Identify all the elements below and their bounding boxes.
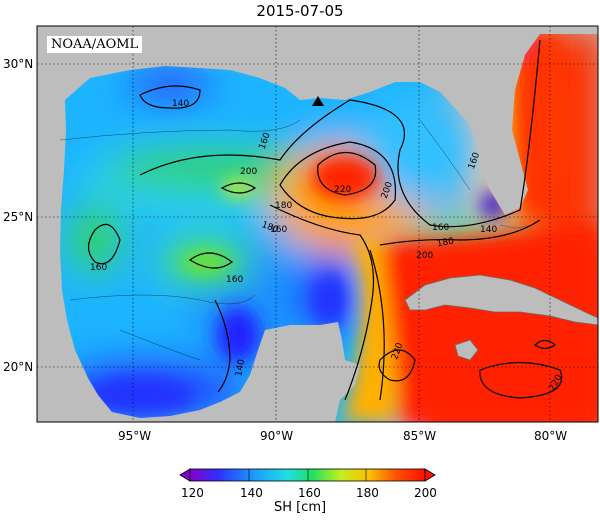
lon-label-80w: 80°W (534, 429, 567, 443)
land-island (454, 339, 479, 361)
graticule (37, 26, 598, 422)
contour-label: 140 (172, 99, 189, 109)
land-cuba (404, 274, 598, 326)
contour-label: 160 (432, 223, 449, 233)
colorbar-tick: 120 (181, 486, 204, 500)
lat-label-20n: 20°N (3, 360, 33, 374)
colorbar-title: SH [cm] (273, 500, 327, 515)
thin-contour-lines (59, 119, 471, 361)
lon-label-85w: 85°W (403, 429, 436, 443)
contour-label: 200 (416, 251, 433, 261)
colorbar-tick: 200 (414, 486, 437, 500)
colorbar-right-arrow (424, 468, 436, 482)
contour-label: 160 (270, 225, 287, 235)
lat-label-25n: 25°N (3, 210, 33, 224)
contour-lines (87, 39, 563, 401)
contour-label: 200 (240, 167, 257, 177)
lon-label-90w: 90°W (260, 429, 293, 443)
colorbar-tick: 140 (240, 486, 263, 500)
buoy-marker (312, 96, 324, 106)
colorbar-tick: 160 (298, 486, 321, 500)
gulf-ocean (60, 34, 598, 422)
contour-label: 140 (234, 358, 247, 377)
colorbar: 120 140 160 180 200 (179, 468, 437, 500)
land-florida-keys (499, 224, 531, 229)
map-title: 2015-07-05 (256, 2, 344, 20)
lon-label-95w: 95°W (118, 429, 151, 443)
contour-label: 160 (90, 263, 107, 273)
contour-label: 140 (480, 225, 497, 235)
contour-label: 220 (334, 185, 351, 195)
lat-label-30n: 30°N (3, 57, 33, 71)
data-credit: NOAA/AOML (47, 36, 143, 53)
contour-label: 180 (275, 201, 292, 211)
contour-label: 180 (436, 237, 455, 250)
colorbar-left-arrow (179, 468, 191, 482)
colorbar-gradient (189, 468, 426, 482)
colorbar-tick: 180 (356, 486, 379, 500)
contour-label: 160 (226, 275, 243, 285)
